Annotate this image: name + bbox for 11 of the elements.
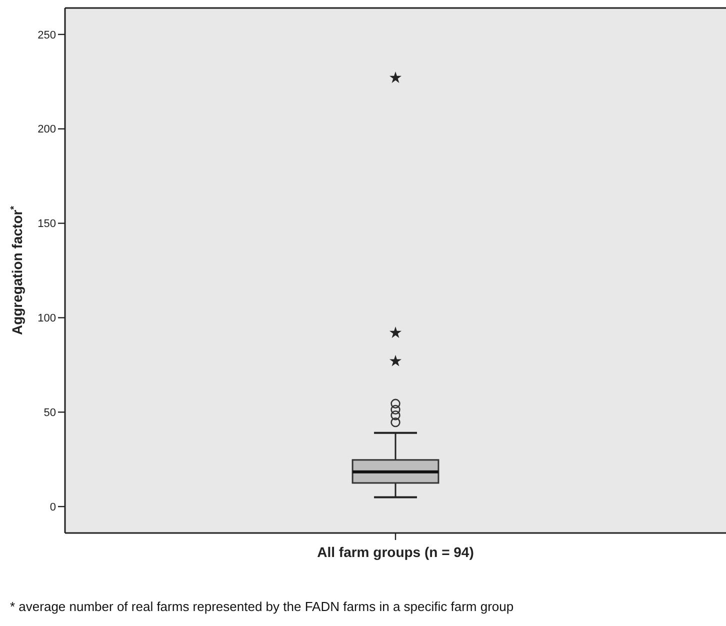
y-tick-label: 0: [50, 501, 56, 514]
text: * average number of real farms represented by the FADN farms in a specific farm group: [10, 599, 514, 614]
point: [389, 72, 402, 83]
point: [389, 354, 402, 366]
y-tick-label: 200: [38, 124, 56, 136]
point: [389, 326, 402, 338]
y-tick-label: 50: [44, 406, 56, 419]
y-tick-label: 150: [38, 218, 56, 230]
x-tick-label: All farm groups (n = 94): [317, 544, 474, 560]
y-tick-label: 100: [38, 312, 56, 325]
y-tick-label: 250: [38, 29, 56, 42]
